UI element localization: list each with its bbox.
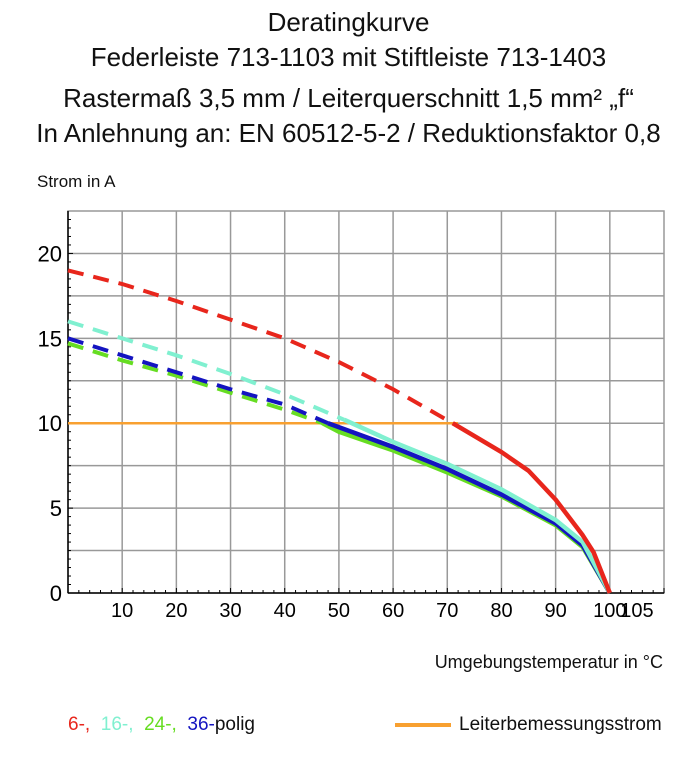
x-tick-label: 90 bbox=[545, 600, 567, 622]
legend-16-polig: 16-, bbox=[100, 714, 134, 735]
series-2-dashed-line bbox=[67, 341, 324, 426]
legend-36-polig: 36- bbox=[187, 714, 215, 735]
legend-6-polig: 6-, bbox=[68, 714, 91, 735]
legend-rated-current: Leiterbemessungsstrom bbox=[395, 714, 662, 736]
y-tick-label: 5 bbox=[50, 496, 62, 521]
y-tick-label: 20 bbox=[38, 241, 62, 266]
x-tick-label: 60 bbox=[382, 600, 404, 622]
x-tick-label: 40 bbox=[274, 600, 296, 622]
x-axis-label: Umgebungstemperatur in °C bbox=[434, 652, 663, 672]
x-tick-label: 70 bbox=[436, 600, 458, 622]
legend-suffix: polig bbox=[214, 714, 255, 735]
series-0-solid-line bbox=[451, 421, 612, 594]
series-1-solid-line bbox=[343, 417, 612, 595]
chart-title-line-4: In Anlehnung an: EN 60512-5-2 / Reduktio… bbox=[36, 118, 661, 148]
x-tick-label: 10 bbox=[111, 600, 133, 622]
y-tick-label: 10 bbox=[38, 411, 62, 436]
x-tick-label: 80 bbox=[490, 600, 512, 622]
x-tick-label: 20 bbox=[165, 600, 187, 622]
chart-title-line-3: Rastermaß 3,5 mm / Leiterquerschnitt 1,5… bbox=[63, 83, 634, 113]
series-3-dashed-line bbox=[67, 336, 329, 426]
y-axis-label: Strom in A bbox=[37, 172, 116, 191]
x-tick-label: 100 bbox=[593, 600, 626, 622]
legend-orange-swatch bbox=[395, 722, 451, 727]
x-tick-label: 30 bbox=[219, 600, 241, 622]
series-1-dashed-line bbox=[67, 319, 346, 422]
x-tick-label: 105 bbox=[620, 600, 653, 622]
y-tick-label: 0 bbox=[50, 581, 62, 606]
chart-title-line-2: Federleiste 713-1103 mit Stiftleiste 713… bbox=[90, 42, 607, 72]
chart-title-line-1: Deratingkurve bbox=[267, 7, 430, 37]
legend-24-polig: 24-, bbox=[144, 714, 177, 735]
x-tick-label: 50 bbox=[328, 600, 350, 622]
y-tick-label: 15 bbox=[38, 326, 62, 351]
legend-series: 6-, 16-, 24-, 36-polig bbox=[68, 714, 255, 736]
legend-rated-label: Leiterbemessungsstrom bbox=[459, 714, 662, 735]
series-0-dashed-line bbox=[67, 268, 454, 425]
